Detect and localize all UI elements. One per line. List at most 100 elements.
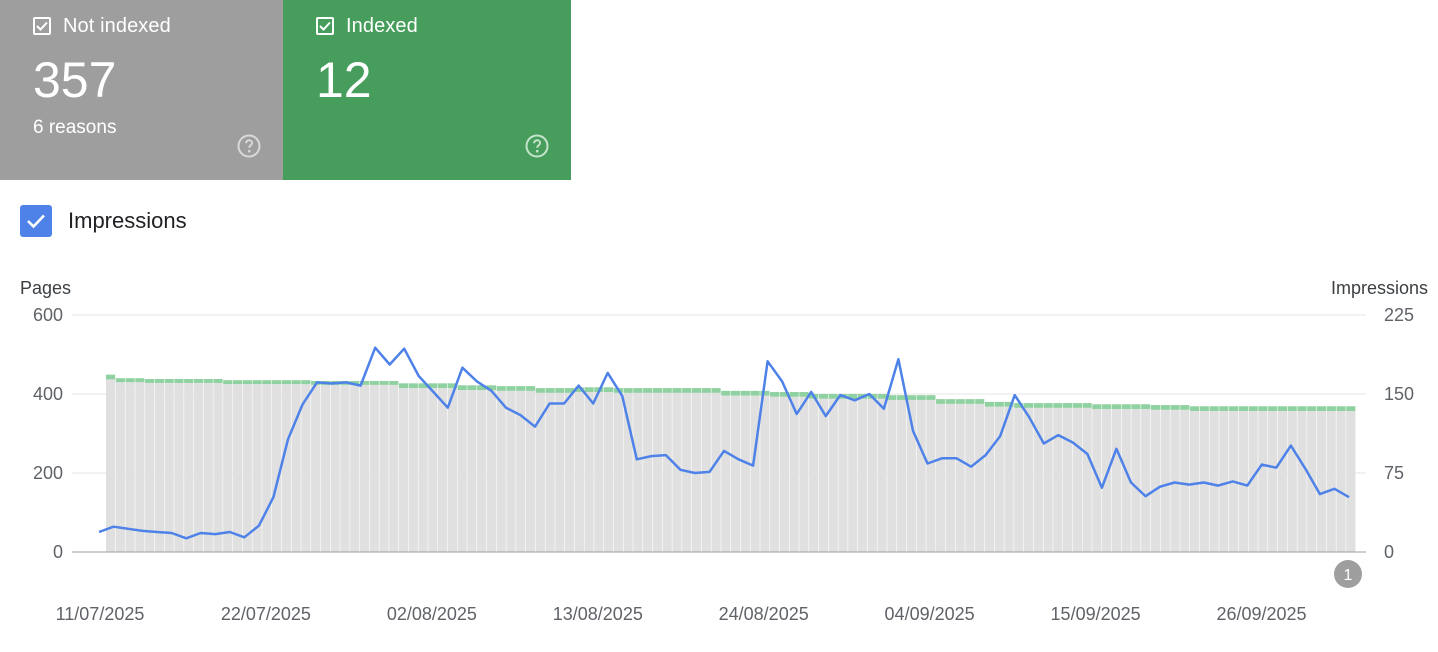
indexed-bar <box>574 387 584 393</box>
right-tick-label: 225 <box>1384 305 1414 325</box>
indexed-bar <box>1307 406 1317 411</box>
indexed-bar <box>1336 406 1346 411</box>
indexed-bar <box>438 383 448 389</box>
indexed-bar <box>242 380 252 385</box>
x-tick-label: 11/07/2025 <box>56 604 145 624</box>
not-indexed-bar <box>447 388 457 552</box>
indexed-bar <box>1014 403 1024 408</box>
indexed-bar <box>1229 406 1239 411</box>
not-indexed-bar <box>320 384 331 552</box>
not-indexed-bar <box>1004 406 1014 552</box>
not-indexed-bar <box>340 384 350 552</box>
checkbox-checked-icon[interactable] <box>20 205 52 237</box>
not-indexed-count: 357 <box>33 52 117 108</box>
indexed-bar <box>408 383 418 389</box>
indexed-bar <box>1258 406 1268 411</box>
indexed-bar <box>1316 406 1327 411</box>
indexed-bar <box>779 392 789 397</box>
not-indexed-bar <box>232 384 243 553</box>
not-indexed-bar <box>594 392 604 552</box>
not-indexed-bar <box>516 390 526 552</box>
not-indexed-bar <box>1063 407 1073 552</box>
indexed-bar <box>154 378 164 383</box>
indexed-bar <box>1111 404 1122 410</box>
not-indexed-card[interactable]: Not indexed 357 6 reasons <box>0 0 283 180</box>
not-indexed-bar <box>535 392 545 552</box>
indexed-bar <box>1268 406 1278 411</box>
indexed-title: Indexed <box>346 14 418 37</box>
not-indexed-bar <box>1287 410 1297 552</box>
indexed-bar <box>604 387 614 393</box>
not-indexed-bar <box>164 382 174 552</box>
indexed-bar <box>291 380 301 385</box>
not-indexed-bar <box>623 392 633 552</box>
not-indexed-bar <box>184 382 194 552</box>
indexed-bar <box>1033 403 1043 408</box>
not-indexed-bar <box>467 390 477 552</box>
impressions-toggle[interactable]: Impressions <box>20 205 187 237</box>
not-indexed-bar <box>760 395 770 552</box>
indexed-bar <box>1248 406 1258 411</box>
impressions-line <box>98 346 1350 540</box>
indexed-bar <box>564 388 575 393</box>
not-indexed-bar <box>1092 409 1102 552</box>
indexed-bar <box>281 380 291 385</box>
indexed-bar <box>691 388 702 393</box>
not-indexed-bar <box>350 384 360 552</box>
x-tick-label: 15/09/2025 <box>1051 604 1141 624</box>
not-indexed-bar <box>984 406 995 552</box>
not-indexed-bar <box>223 384 233 553</box>
checkbox-checked-icon[interactable] <box>33 17 51 35</box>
not-indexed-bar <box>1316 410 1327 552</box>
not-indexed-bar <box>135 382 145 552</box>
x-tick-label: 04/09/2025 <box>885 604 975 624</box>
not-indexed-bar <box>438 388 448 552</box>
annotation-badge-label: 1 <box>1344 567 1353 584</box>
indexed-bar <box>721 390 731 396</box>
not-indexed-bar <box>398 388 409 552</box>
help-icon[interactable] <box>525 134 549 158</box>
checkbox-checked-icon[interactable] <box>316 17 334 35</box>
indexed-bar <box>1043 403 1053 408</box>
bars <box>106 374 1356 553</box>
not-indexed-bar <box>1248 410 1258 552</box>
not-indexed-bar <box>789 396 799 552</box>
indexed-bar <box>897 395 907 400</box>
x-tick-label: 24/08/2025 <box>719 604 809 624</box>
not-indexed-bar <box>281 384 291 553</box>
not-indexed-bar <box>809 398 819 552</box>
x-tick-label: 13/08/2025 <box>553 604 643 624</box>
annotation-badge[interactable]: 1 <box>1334 560 1362 588</box>
right-tick-label: 150 <box>1384 384 1414 404</box>
not-indexed-bar <box>945 403 956 553</box>
indexed-bar <box>193 378 204 383</box>
not-indexed-bar <box>584 392 594 552</box>
indexed-bar <box>525 386 536 391</box>
help-icon[interactable] <box>237 134 261 158</box>
indexed-bar <box>428 383 438 389</box>
indexed-bar <box>633 388 643 393</box>
not-indexed-header: Not indexed <box>33 14 171 38</box>
not-indexed-bar <box>496 390 506 552</box>
impressions-label: Impressions <box>68 208 187 233</box>
not-indexed-bar <box>731 395 741 552</box>
not-indexed-bar <box>1336 410 1346 552</box>
indexed-bar <box>174 378 184 383</box>
indexed-bar <box>1004 401 1014 407</box>
indexed-bar <box>750 390 760 396</box>
indexed-bar <box>477 385 487 391</box>
indexed-bar <box>1131 404 1141 410</box>
x-tick-label: 02/08/2025 <box>387 604 477 624</box>
not-indexed-bar <box>174 382 184 552</box>
indexed-card[interactable]: Indexed 12 <box>283 0 571 180</box>
not-indexed-title: Not indexed <box>63 14 171 37</box>
not-indexed-bar <box>897 399 907 552</box>
indexed-header: Indexed <box>316 14 418 38</box>
not-indexed-bar <box>965 403 975 553</box>
not-indexed-bar <box>115 382 125 552</box>
not-indexed-bar <box>887 399 897 552</box>
not-indexed-bar <box>1277 410 1288 552</box>
indexed-bar <box>506 386 516 391</box>
not-indexed-bar <box>604 392 614 552</box>
